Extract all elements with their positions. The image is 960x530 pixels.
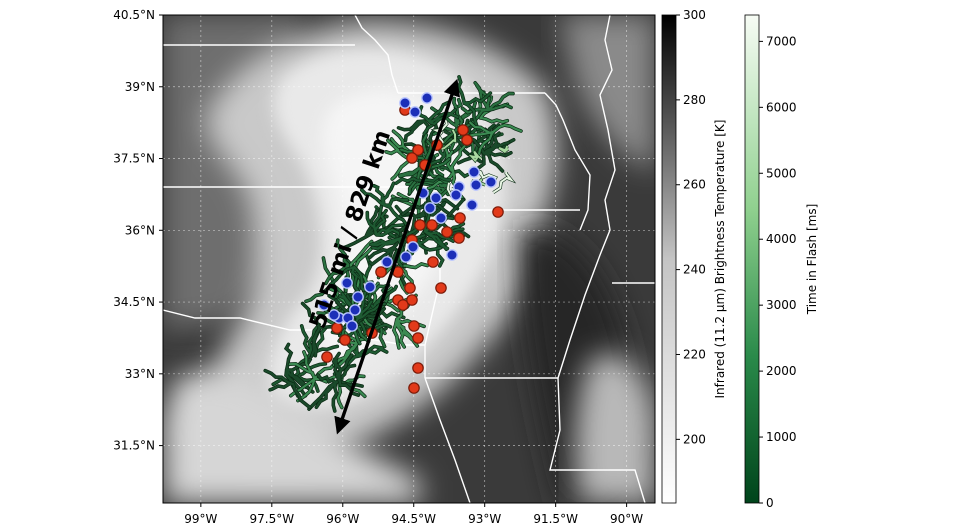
- colorbar-tick-label: 260: [683, 178, 706, 192]
- flash-initiation-marker: [331, 322, 343, 334]
- flash-initiation-marker: [375, 266, 387, 278]
- flash-initiation-marker: [461, 134, 473, 146]
- flash-initiation-marker: [492, 206, 504, 218]
- lat-tick-label: 37.5°N: [113, 152, 155, 166]
- flash-colorbar-gradient: [744, 14, 760, 504]
- flash-colorbar: 7000 6000 5000 4000 3000 2000 1000 0 Time in Fl…: [744, 14, 819, 510]
- flash-termination-marker: [421, 92, 433, 104]
- ir-colorbar: 300 280 260 240 220 200 Infrared (11.2 µm) Br…: [661, 8, 727, 504]
- flash-initiation-marker: [408, 382, 420, 394]
- colorbar-tick-label: 280: [683, 93, 706, 107]
- flash-termination-marker: [381, 256, 393, 268]
- ir-colorbar-label: Infrared (11.2 µm) Brightness Temperatur…: [713, 120, 727, 399]
- lon-tick-label: 96°W: [326, 512, 359, 526]
- distance-arrow: [334, 78, 460, 435]
- flash-channel: [468, 150, 482, 163]
- flash-termination-marker: [446, 249, 458, 261]
- colorbar-tick-label: 240: [683, 263, 706, 277]
- flash-termination-marker: [450, 189, 462, 201]
- colorbar-tick-label: 5000: [766, 166, 797, 180]
- flash-colorbar-ticks: 7000 6000 5000 4000 3000 2000 1000 0: [759, 34, 797, 510]
- flash-initiation-marker: [427, 256, 439, 268]
- satellite-map: [163, 15, 655, 503]
- flash-termination-marker: [400, 251, 412, 263]
- colorbar-tick-label: 200: [683, 432, 706, 446]
- colorbar-tick-label: 1000: [766, 430, 797, 444]
- flash-channel: [467, 121, 523, 156]
- flash-initiation-marker: [339, 334, 351, 346]
- lon-tick-label: 94.5°W: [391, 512, 436, 526]
- colorbar-tick-label: 3000: [766, 298, 797, 312]
- latitude-axis: 40.5°N 39°N 37.5°N 36°N 34.5°N 33°N 31.5°N: [113, 8, 163, 453]
- flash-termination-marker: [435, 212, 447, 224]
- flash-termination-marker: [470, 179, 482, 191]
- flash-termination-marker: [468, 166, 480, 178]
- map-frame: [162, 14, 656, 504]
- flash-initiation-marker: [426, 219, 438, 231]
- ir-colorbar-ticks: 300 280 260 240 220 200: [676, 8, 706, 446]
- flash-termination-marker: [352, 291, 364, 303]
- flash-termination-marker: [424, 202, 436, 214]
- flash-initiation-marker: [321, 351, 333, 363]
- flash-termination-marker: [409, 106, 421, 118]
- colorbar-tick-label: 300: [683, 8, 706, 22]
- flash-initiation-marker: [406, 294, 418, 306]
- flash-termination-marker: [364, 281, 376, 293]
- lat-tick-label: 39°N: [125, 80, 155, 94]
- colorbar-tick-label: 6000: [766, 100, 797, 114]
- colorbar-tick-label: 4000: [766, 232, 797, 246]
- flash-initiation-marker: [408, 320, 420, 332]
- ir-colorbar-gradient: [661, 14, 677, 504]
- colorbar-tick-label: 0: [766, 496, 774, 510]
- flash-channel: [492, 172, 515, 194]
- flash-channel: [498, 145, 509, 154]
- flash-channel: [466, 132, 512, 173]
- lon-tick-label: 93°W: [468, 512, 501, 526]
- lat-tick-label: 31.5°N: [113, 439, 155, 453]
- flash-termination-marker: [407, 241, 419, 253]
- flash-colorbar-label: Time in Flash [ms]: [805, 204, 819, 316]
- flash-initiation-marker: [441, 226, 453, 238]
- colorbar-tick-label: 220: [683, 347, 706, 361]
- flash-initiation-marker: [414, 219, 426, 231]
- flash-termination-marker: [485, 176, 497, 188]
- lon-tick-label: 91.5°W: [533, 512, 578, 526]
- flash-termination-marker: [399, 97, 411, 109]
- flash-initiation-marker: [435, 282, 447, 294]
- lat-tick-label: 34.5°N: [113, 295, 155, 309]
- lon-tick-label: 97.5°W: [250, 512, 295, 526]
- flash-initiation-marker: [404, 282, 416, 294]
- flash-termination-marker: [466, 199, 478, 211]
- lon-tick-label: 90°W: [610, 512, 643, 526]
- flash-initiation-marker: [457, 124, 469, 136]
- flash-termination-marker: [430, 192, 442, 204]
- flash-channel: [264, 369, 311, 409]
- flash-termination-marker: [346, 320, 358, 332]
- lon-tick-label: 99°W: [184, 512, 217, 526]
- lat-tick-label: 36°N: [125, 223, 155, 237]
- longitude-axis: 99°W 97.5°W 96°W 94.5°W 93°W 91.5°W 90°W: [184, 503, 643, 526]
- flash-termination-marker: [318, 299, 330, 311]
- lat-tick-label: 40.5°N: [113, 8, 155, 22]
- flash-initiation-marker: [453, 232, 465, 244]
- colorbar-tick-label: 2000: [766, 364, 797, 378]
- flash-channel: [457, 75, 492, 131]
- flash-initiation-marker: [412, 332, 424, 344]
- flash-initiation-marker: [454, 212, 466, 224]
- colorbar-tick-label: 7000: [766, 34, 797, 48]
- flash-initiation-marker: [406, 152, 418, 164]
- lat-tick-label: 33°N: [125, 367, 155, 381]
- flash-initiation-marker: [412, 362, 424, 374]
